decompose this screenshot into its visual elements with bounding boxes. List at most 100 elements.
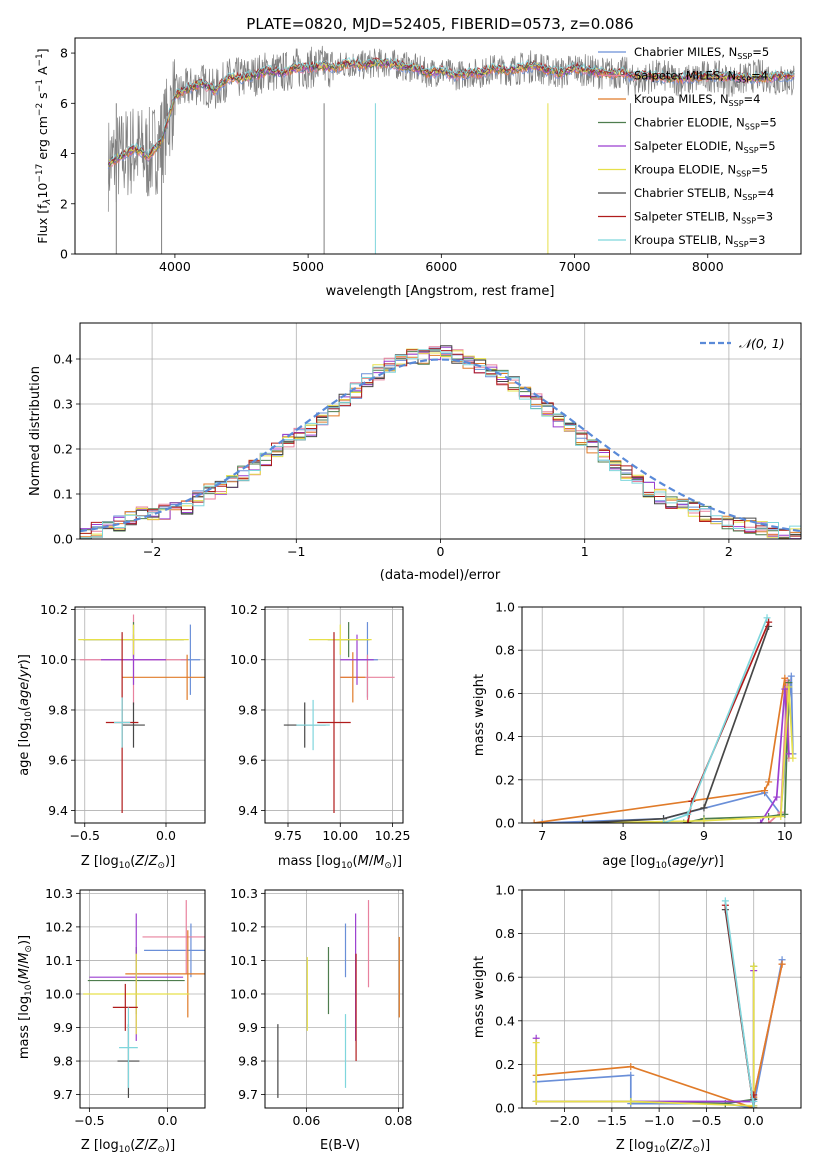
spectrum-xtick-label: 4000 [159,259,191,274]
age-weight-point [530,819,538,823]
mass-age-xtick-label: 9.75 [274,828,302,843]
age-weight-point [781,810,789,818]
age-weight-point [763,614,771,622]
age-weight-point [785,750,793,758]
small-panel-labels: Z [log10(Z/Z⊙)] age [log10(age/yr)] mass… [17,654,724,1155]
spectrum-ytick-label: 8 [60,46,68,61]
z-mass-ytick-label: 9.9 [53,1020,73,1035]
mass-age-xtick-label: 10.00 [322,828,358,843]
age-weight-point [781,685,789,693]
age-weight-axes: 7 8 9 10 0.0 0.2 0.4 0.6 0.8 1.0 [495,600,802,843]
residual-histogram-panel: (data-model)/error Normed distribution [28,366,501,583]
legend-entry: Salpeter STELIB, NSSP=3 [634,210,773,226]
z-weight-ytick-label: 0.6 [495,970,515,985]
z-age-axes: −0.5 0.0 9.4 9.6 9.8 10.0 10.2 [40,602,206,843]
hist-marks [80,345,801,539]
spectrum-xtick-label: 5000 [292,259,324,274]
age-weight-point [765,819,773,823]
spectrum-xtick-label: 7000 [559,259,591,274]
age-weight-point [765,618,773,626]
z-weight-ytick-label: 0.0 [495,1101,515,1116]
spectrum-marks [107,45,795,254]
hist-ytick-label: 0.1 [53,487,73,502]
age-weight-ytick-label: 0.6 [495,686,515,701]
z-weight-xtick-label: 0.0 [744,1113,764,1128]
hist-ytick-label: 0.3 [53,397,73,412]
age-weight-ytick-label: 0.4 [495,729,515,744]
z-mass-ytick-label: 9.8 [53,1054,73,1069]
z-age-ytick-label: 10.2 [40,602,68,617]
z-weight-ytick-label: 0.8 [495,926,515,941]
age-weight-xtick-label: 10 [777,828,793,843]
z-weight-point [778,960,786,968]
age-weight-xtick-label: 8 [619,828,627,843]
mass-age-xtick-label: 10.25 [375,828,411,843]
z-weight-ytick-label: 0.2 [495,1057,515,1072]
spectrum-ytick-label: 2 [60,196,68,211]
age-weight-point [700,804,708,812]
z-mass-ylabel: mass [log10(M/M⊙)] [17,935,34,1059]
age-weight-point [765,778,773,786]
hist-xtick-label: −2 [143,544,161,559]
age-weight-point [781,674,789,682]
z-age-ytick-label: 9.8 [48,702,68,717]
z-weight-point [721,897,729,905]
z-mass-ytick-label: 10.1 [45,953,73,968]
z-weight-marks [532,897,786,1108]
chart-marks: 4000 5000 6000 7000 8000 0 2 4 6 8 Chabrier MILES,… [40,37,802,1128]
age-weight-ytick-label: 0.2 [495,772,515,787]
z-mass-ytick-label: 10.0 [45,986,73,1001]
ebv-mass-ytick-label: 10.2 [230,919,258,934]
spectrum-legend: Chabrier MILES, NSSP=5 Salpeter MILES, NS… [598,45,777,249]
mass-age-axes: 9.75 10.00 10.25 9.4 9.6 9.8 10.0 10.2 [230,602,410,843]
z-mass-frame [79,889,206,1109]
z-mass-marks [83,900,205,1098]
spectrum-model-line [108,56,795,163]
z-age-xtick-label: −0.5 [70,828,100,843]
z-age-xlabel: Z [log10(Z/Z⊙)] [81,854,175,871]
z-weight-point [627,1097,635,1105]
hist-step [80,349,801,539]
ebv-mass-ytick-label: 9.7 [238,1087,258,1102]
spectrum-ytick-label: 6 [60,96,68,111]
ebv-mass-ytick-label: 10.3 [230,886,258,901]
age-weight-point [789,754,797,762]
hist-xtick-label: 0 [437,544,445,559]
hist-legend-label: 𝒩(0, 1) [739,336,785,351]
hist-xlabel: (data-model)/error [380,568,501,583]
legend-entry: Kroupa STELIB, NSSP=3 [634,233,765,249]
age-weight-xtick-label: 7 [538,828,546,843]
spectrum-xlabel: wavelength [Angstrom, rest frame] [326,284,555,299]
legend-entry: Chabrier MILES, NSSP=5 [634,45,769,61]
ebv-mass-xlabel: E(B-V) [320,1138,360,1153]
age-weight-marks [530,614,797,823]
spectrum-xtick-label: 6000 [425,259,457,274]
hist-ylabel: Normed distribution [28,366,43,496]
z-weight-xlabel: Z [log10(Z/Z⊙)] [616,1138,710,1155]
ebv-mass-xtick-label: 0.06 [292,1113,320,1128]
age-weight-point [700,817,708,823]
ebv-mass-ytick-label: 10.1 [230,953,258,968]
mass-age-frame [264,606,404,824]
z-weight-point [532,1039,540,1047]
spectrum-panel: wavelength [Angstrom, rest frame] Flux [… [35,48,554,299]
mass-age-xlabel: mass [log10(M/M⊙)] [278,854,402,871]
age-weight-point [660,819,668,823]
z-age-xtick-label: 0.0 [156,828,176,843]
z-weight-point [750,1104,758,1108]
age-weight-point [785,683,793,691]
z-mass-ytick-label: 10.3 [45,886,73,901]
z-weight-point [532,1097,540,1105]
z-weight-point [627,1071,635,1079]
legend-entry: Chabrier STELIB, NSSP=4 [634,186,774,202]
hist-ytick-label: 0.2 [53,442,73,457]
age-weight-point [538,819,546,823]
spectrum-ytick-label: 4 [60,146,68,161]
ebv-mass-frame [264,889,404,1109]
legend-entry: Chabrier ELODIE, NSSP=5 [634,116,777,132]
hist-xtick-label: 2 [725,544,733,559]
z-weight-ylabel: mass weight [472,956,487,1038]
z-weight-series [536,963,783,1108]
z-weight-point [627,1063,635,1071]
